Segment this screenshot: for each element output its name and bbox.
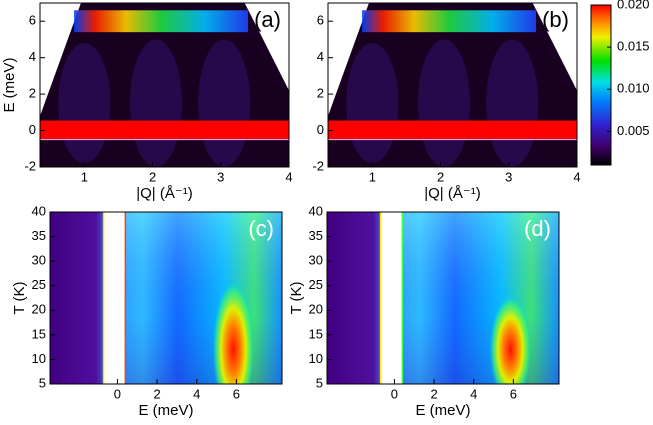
y-tick-label: 40 <box>32 203 46 218</box>
dispersion <box>346 43 399 164</box>
x-tick-label: 0 <box>114 386 121 401</box>
y-tick-label: 10 <box>32 351 46 366</box>
magnon-band <box>362 10 537 33</box>
x-tick-label: 6 <box>510 386 517 401</box>
y-tick-label: 0 <box>29 122 36 137</box>
x-tick-label: 4 <box>193 386 200 401</box>
dispersion <box>129 39 182 167</box>
y-tick-label: 15 <box>309 326 323 341</box>
dispersion <box>58 43 111 164</box>
x-axis-label: |Q| (Å⁻¹) <box>136 185 193 202</box>
y-tick-label: 20 <box>309 302 323 317</box>
y-axis-label: T (K) <box>288 281 305 314</box>
y-tick-label: 15 <box>32 326 46 341</box>
x-axis-label: E (meV) <box>415 402 470 419</box>
fade <box>125 212 282 384</box>
y-tick-label: 5 <box>316 375 323 390</box>
y-tick-label: 40 <box>309 203 323 218</box>
y-tick-label: 30 <box>32 253 46 268</box>
fade <box>402 212 559 384</box>
y-tick-label: 2 <box>317 86 324 101</box>
y-tick-label: 20 <box>32 302 46 317</box>
hotspot <box>212 280 255 384</box>
panel-label: (a) <box>254 7 281 32</box>
colorbar-tick-label: 0.015 <box>617 39 650 54</box>
y-tick-label: 10 <box>309 351 323 366</box>
y-tick-label: 0 <box>317 122 324 137</box>
elastic-gap <box>380 212 403 384</box>
y-tick-label: 30 <box>309 253 323 268</box>
x-tick-label: 2 <box>430 386 437 401</box>
x-tick-label: 3 <box>505 169 512 184</box>
colorbar-tick-label: 0.010 <box>617 81 650 96</box>
x-tick-label: 4 <box>285 169 292 184</box>
frame <box>39 2 290 168</box>
y-tick-label: 6 <box>317 13 324 28</box>
x-tick-label: 4 <box>470 386 477 401</box>
y-axis-label: E (meV) <box>1 57 18 112</box>
panel-label: (d) <box>524 216 551 241</box>
elastic-gap <box>103 212 126 384</box>
hotspot <box>489 295 532 384</box>
x-tick-label: 6 <box>233 386 240 401</box>
x-tick-label: 2 <box>437 169 444 184</box>
x-tick-label: 3 <box>217 169 224 184</box>
y-tick-label: -2 <box>312 158 324 173</box>
magnon-band <box>74 10 249 33</box>
x-tick-label: 2 <box>149 169 156 184</box>
colorbar-tick-label: 0.005 <box>617 123 650 138</box>
heatmap <box>40 3 289 167</box>
y-tick-label: 4 <box>29 49 36 64</box>
y-tick-label: 5 <box>39 375 46 390</box>
x-tick-label: 1 <box>369 169 376 184</box>
heatmap <box>327 212 559 384</box>
panel-label: (b) <box>542 7 569 32</box>
y-tick-label: 4 <box>317 49 324 64</box>
y-tick-label: 2 <box>29 86 36 101</box>
frame <box>327 2 578 168</box>
y-tick-label: 6 <box>29 13 36 28</box>
x-tick-label: 0 <box>391 386 398 401</box>
elastic-line <box>328 120 577 140</box>
x-axis-label: E (meV) <box>138 402 193 419</box>
colorbar-tick-label: 0.020 <box>617 0 650 11</box>
frame <box>326 211 560 385</box>
dispersion <box>486 39 539 167</box>
elastic-line <box>40 120 289 140</box>
y-tick-label: 25 <box>309 277 323 292</box>
x-axis-label: |Q| (Å⁻¹) <box>424 185 481 202</box>
y-tick-label: -2 <box>24 158 36 173</box>
frame <box>49 211 283 385</box>
colorbar <box>590 4 612 166</box>
y-tick-label: 25 <box>32 277 46 292</box>
y-axis-label: T (K) <box>11 281 28 314</box>
heatmap <box>50 212 282 384</box>
heatmap <box>328 3 577 167</box>
panel-label: (c) <box>248 216 274 241</box>
x-tick-label: 2 <box>153 386 160 401</box>
dispersion <box>198 39 251 167</box>
y-tick-label: 35 <box>32 228 46 243</box>
x-tick-label: 1 <box>81 169 88 184</box>
y-tick-label: 35 <box>309 228 323 243</box>
dispersion <box>417 39 470 167</box>
x-tick-label: 4 <box>573 169 580 184</box>
